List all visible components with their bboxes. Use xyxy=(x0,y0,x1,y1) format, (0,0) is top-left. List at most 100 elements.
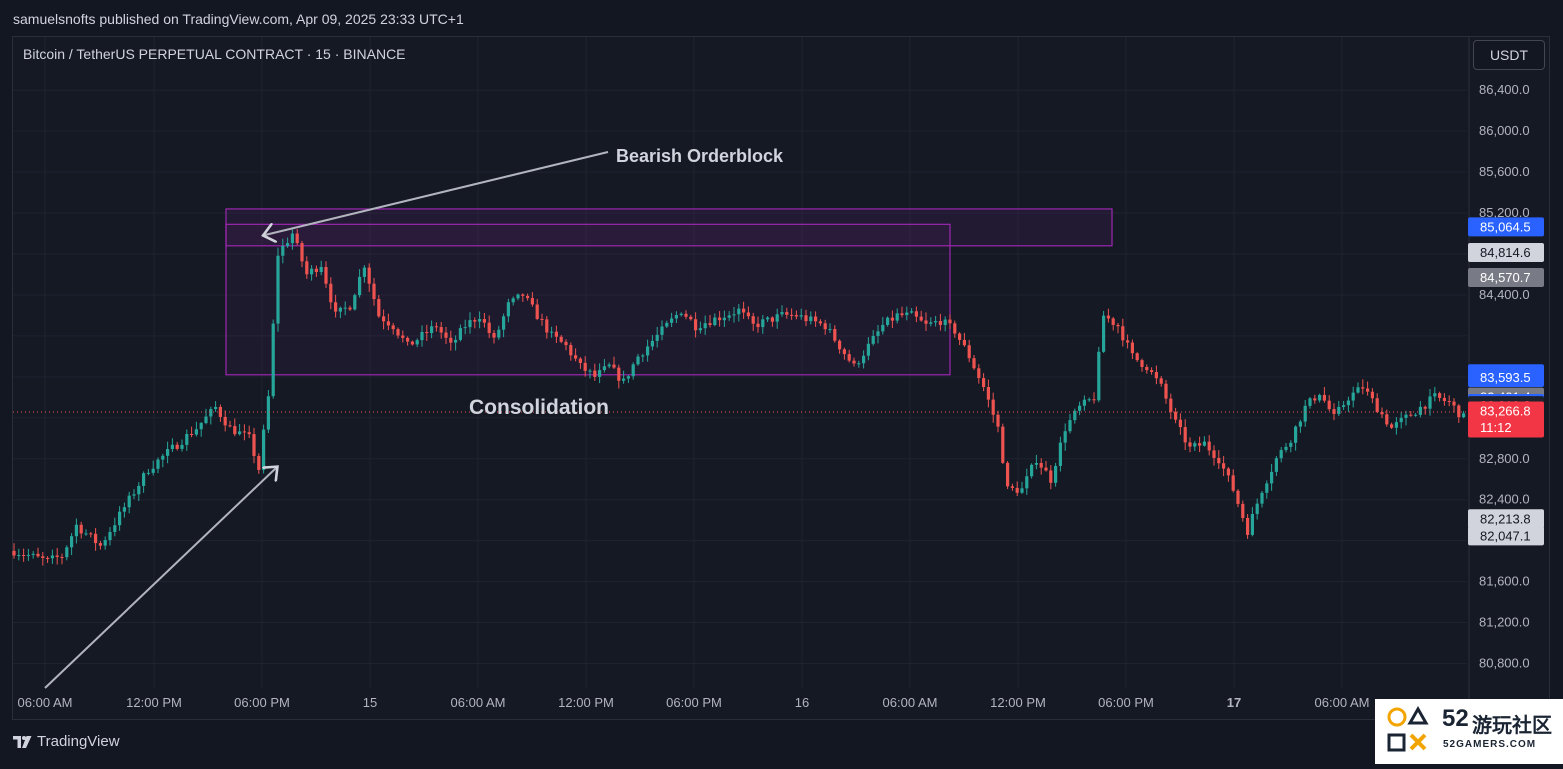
bearish-orderblock-label: Bearish Orderblock xyxy=(616,146,784,166)
price-label-value: 83,593.5 xyxy=(1480,370,1531,385)
candle xyxy=(982,373,986,392)
price-label-value: 83,266.8 xyxy=(1480,403,1531,418)
candle xyxy=(905,306,909,321)
candle xyxy=(650,334,654,351)
candle xyxy=(1452,398,1456,413)
candle xyxy=(314,265,318,277)
candle xyxy=(602,359,606,373)
candle xyxy=(1135,352,1139,363)
candle xyxy=(1342,400,1346,410)
candle xyxy=(708,315,712,328)
candle xyxy=(814,311,818,327)
candle xyxy=(679,312,683,317)
y-tick-label: 86,000.0 xyxy=(1479,123,1530,138)
price-label: 82,047.1 xyxy=(1468,526,1544,546)
publication-header: samuelsnofts published on TradingView.co… xyxy=(0,0,1563,36)
candle xyxy=(1222,456,1226,477)
candle xyxy=(636,353,640,366)
candle xyxy=(444,326,448,345)
candle xyxy=(415,338,419,348)
candle xyxy=(1126,334,1130,349)
candle xyxy=(833,325,837,343)
candle xyxy=(674,311,678,324)
candle xyxy=(578,357,582,369)
candle xyxy=(530,292,534,307)
candle xyxy=(262,424,266,474)
y-tick-label: 82,400.0 xyxy=(1479,492,1530,507)
candle xyxy=(857,360,861,368)
candle xyxy=(420,325,424,347)
candle xyxy=(1082,395,1086,411)
candle xyxy=(430,320,434,339)
candle xyxy=(324,261,328,288)
candle xyxy=(1318,393,1322,403)
y-tick-label: 81,200.0 xyxy=(1479,615,1530,630)
candle xyxy=(516,293,520,301)
candle xyxy=(1217,450,1221,470)
candle xyxy=(362,265,366,283)
watermark-cn: 游玩社区 xyxy=(1472,713,1552,737)
candle xyxy=(910,308,914,314)
candle xyxy=(1212,445,1216,466)
candle xyxy=(228,420,232,428)
candle xyxy=(612,356,616,370)
candle xyxy=(242,424,246,441)
candle xyxy=(180,439,184,452)
candle xyxy=(790,308,794,320)
candle xyxy=(890,310,894,329)
candle xyxy=(540,313,544,326)
candlestick-chart[interactable]: Bearish Orderblock Consolidation 06:00 AM… xyxy=(0,0,1563,720)
x-tick-label: 06:00 AM xyxy=(883,695,938,710)
candle xyxy=(847,349,851,363)
candle xyxy=(209,406,213,425)
candle xyxy=(233,418,237,437)
candle xyxy=(818,319,822,326)
watermark-domain: 52GAMERS.COM xyxy=(1443,739,1537,750)
candle xyxy=(1130,339,1134,360)
currency-button[interactable]: USDT xyxy=(1473,40,1545,70)
candle xyxy=(670,312,674,327)
watermark-shapes-icon xyxy=(1387,705,1429,752)
candle xyxy=(1241,500,1245,522)
candle xyxy=(1375,393,1379,414)
candle xyxy=(1370,388,1374,404)
price-label: 84,814.6 xyxy=(1468,243,1544,263)
candle xyxy=(1039,458,1043,475)
candle xyxy=(1020,481,1024,494)
candle xyxy=(41,551,45,566)
candle xyxy=(943,316,947,332)
candle xyxy=(574,348,578,362)
candle xyxy=(1270,463,1274,491)
candle xyxy=(122,502,126,518)
candle xyxy=(689,314,693,321)
candle xyxy=(641,353,645,363)
candle xyxy=(310,265,314,281)
candle xyxy=(569,342,573,361)
candle xyxy=(972,355,976,370)
candle xyxy=(1226,467,1230,482)
candle xyxy=(487,315,491,339)
candle xyxy=(1399,412,1403,429)
candle xyxy=(1193,440,1197,452)
candle xyxy=(1073,408,1077,424)
candle xyxy=(559,335,563,344)
tradingview-logo[interactable]: TradingView xyxy=(13,733,120,750)
candle xyxy=(1289,440,1293,453)
price-axis: 86,400.086,000.085,600.085,200.084,800.0… xyxy=(1468,37,1544,718)
candle xyxy=(151,460,155,476)
candle xyxy=(137,482,141,502)
zones-layer xyxy=(225,208,1113,376)
candle xyxy=(535,298,539,321)
x-tick-label: 06:00 PM xyxy=(1098,695,1154,710)
candle xyxy=(967,339,971,363)
candle xyxy=(785,307,789,319)
candle xyxy=(458,324,462,342)
candle xyxy=(468,312,472,334)
candle xyxy=(876,325,880,344)
chart-area[interactable] xyxy=(12,36,1550,720)
y-tick-label: 84,400.0 xyxy=(1479,287,1530,302)
candle xyxy=(1246,514,1250,539)
x-tick-label: 06:00 PM xyxy=(234,695,290,710)
candle xyxy=(1106,308,1110,323)
candle xyxy=(1121,318,1125,347)
